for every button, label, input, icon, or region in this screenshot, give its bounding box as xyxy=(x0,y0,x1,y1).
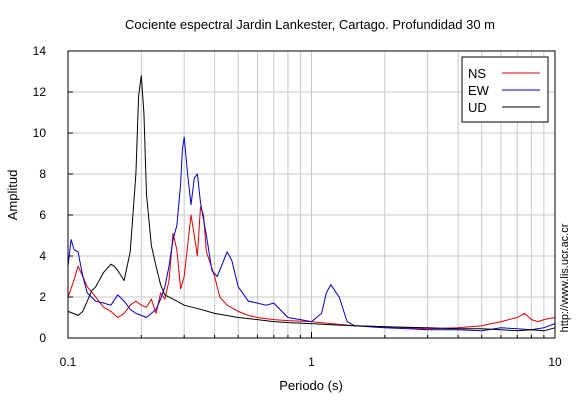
x-tick-label: 10 xyxy=(548,355,562,369)
x-tick-label: 0.1 xyxy=(60,355,77,369)
y-tick-label: 0 xyxy=(39,331,46,345)
axis-ticks: 0 2 4 6 8 10 12 14 0.1 1 10 xyxy=(33,44,562,369)
y-tick-label: 4 xyxy=(39,249,46,263)
x-tick-label: 1 xyxy=(308,355,315,369)
y-tick-label: 14 xyxy=(33,44,47,58)
series-lines xyxy=(67,75,556,332)
y-axis-label: Amplitud xyxy=(5,170,20,221)
y-tick-label: 2 xyxy=(39,290,46,304)
credit-url: http://www.lis.ucr.ac.cr xyxy=(559,223,571,332)
y-tick-label: 10 xyxy=(33,126,47,140)
y-tick-label: 12 xyxy=(33,85,47,99)
y-tick-label: 8 xyxy=(39,167,46,181)
y-tick-label: 6 xyxy=(39,208,46,222)
legend: NS EW UD xyxy=(461,56,549,123)
legend-label-ns: NS xyxy=(468,66,486,81)
series-line-ns xyxy=(67,206,556,330)
legend-label-ud: UD xyxy=(468,100,487,115)
x-axis-label: Periodo (s) xyxy=(279,378,343,393)
chart-title: Cociente espectral Jardin Lankester, Car… xyxy=(125,17,495,32)
legend-label-ew: EW xyxy=(468,83,490,98)
series-line-ud xyxy=(67,75,556,332)
